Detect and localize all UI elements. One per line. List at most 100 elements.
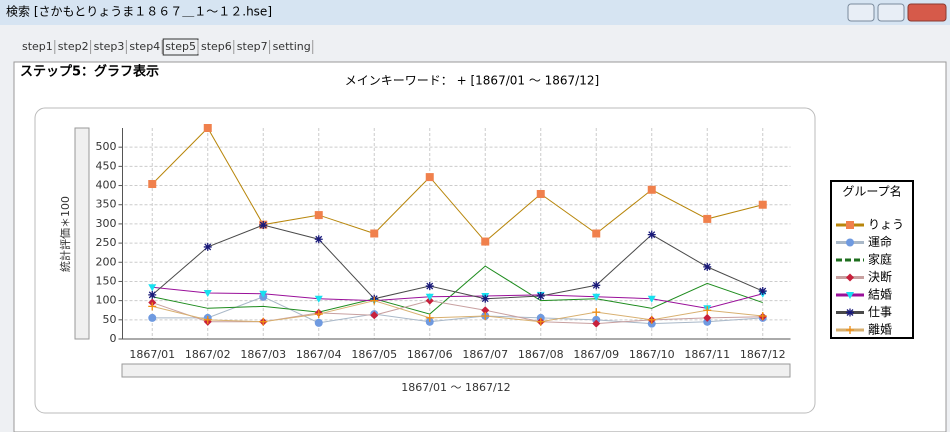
marker <box>703 306 712 315</box>
marker <box>647 185 656 194</box>
tab[interactable]: step7 <box>237 40 268 53</box>
y-axis-title: 統計評価＊100 <box>58 196 72 272</box>
y-tick-label: 0 <box>110 332 117 345</box>
legend-label: 離婚 <box>868 323 892 337</box>
legend-label: 結婚 <box>868 288 892 302</box>
marker <box>148 284 157 292</box>
legend-label: 家庭 <box>868 252 892 267</box>
marker <box>846 308 854 317</box>
marker <box>203 124 212 132</box>
marker <box>148 290 157 299</box>
x-tick-label: 1867/10 <box>629 348 675 361</box>
y-tick-label: 450 <box>96 159 117 172</box>
marker <box>703 262 712 271</box>
x-tick-label: 1867/03 <box>240 348 286 361</box>
marker <box>592 281 601 290</box>
marker <box>703 313 712 322</box>
marker <box>703 214 712 223</box>
legend-label: 仕事 <box>868 305 892 319</box>
x-tick-label: 1867/05 <box>351 348 397 361</box>
x-axis-title: 1867/01 ～ 1867/12 <box>401 381 510 394</box>
marker <box>425 293 434 301</box>
x-tick-label: 1867/11 <box>684 348 730 361</box>
x-tick-label: 1867/06 <box>407 348 453 361</box>
marker <box>647 315 656 324</box>
series-line <box>152 286 763 309</box>
marker <box>846 292 854 299</box>
series-line <box>151 127 763 243</box>
legend-label: りょう <box>868 218 904 232</box>
marker <box>370 229 379 238</box>
y-tick-label: 250 <box>96 236 117 249</box>
marker <box>481 306 490 315</box>
v-scrollbar[interactable] <box>74 127 90 340</box>
marker <box>425 313 434 322</box>
tab[interactable]: setting <box>273 40 311 53</box>
marker <box>203 315 212 324</box>
marker <box>203 289 212 297</box>
marker <box>758 311 767 320</box>
marker <box>148 302 157 311</box>
marker <box>425 173 434 182</box>
marker <box>425 282 434 291</box>
marker <box>259 317 268 326</box>
marker <box>481 311 490 320</box>
x-tick-label: 1867/07 <box>462 348 508 361</box>
x-tick-label: 1867/01 <box>129 348 175 361</box>
x-tick-label: 1867/04 <box>296 348 342 361</box>
marker <box>592 308 601 317</box>
h-scrollbar[interactable] <box>121 363 791 378</box>
marker <box>846 221 854 229</box>
marker <box>536 189 545 198</box>
y-tick-label: 400 <box>96 179 117 192</box>
tab[interactable]: step5 <box>165 40 196 53</box>
marker <box>370 296 379 305</box>
series-line <box>152 300 763 323</box>
marker <box>148 313 157 322</box>
keyword-label: メインキーワード： + [1867/01 ～ 1867/12] <box>345 74 599 88</box>
tab[interactable]: step1 <box>22 40 53 53</box>
tab[interactable]: step6 <box>201 40 232 53</box>
marker <box>314 310 323 319</box>
y-tick-label: 500 <box>96 140 117 153</box>
y-tick-label: 300 <box>96 217 117 230</box>
marker <box>536 317 545 326</box>
marker <box>148 180 157 189</box>
marker <box>314 211 323 220</box>
tab[interactable]: step2 <box>58 40 89 53</box>
legend-label: 運命 <box>868 234 892 249</box>
marker <box>370 311 379 320</box>
legend-title: グループ名 <box>842 184 901 199</box>
tab[interactable]: step3 <box>94 40 125 53</box>
tab[interactable]: step4 <box>129 40 160 53</box>
marker <box>647 230 656 239</box>
series-line <box>152 265 763 315</box>
y-tick-label: 200 <box>96 255 117 268</box>
marker <box>259 290 268 298</box>
close-button[interactable] <box>907 3 947 22</box>
x-tick-label: 1867/09 <box>573 348 619 361</box>
series-line <box>152 296 763 325</box>
y-tick-label: 150 <box>96 274 117 287</box>
marker <box>846 326 854 334</box>
title-bar <box>0 0 950 25</box>
minimize-button[interactable] <box>847 3 875 22</box>
marker <box>314 318 323 327</box>
window-title: 検索 [さかもとりょうま１８６７＿１～１２.hse] <box>6 5 272 19</box>
marker <box>203 242 212 251</box>
marker <box>536 292 545 301</box>
marker <box>592 229 601 238</box>
marker <box>846 273 854 282</box>
x-tick-label: 1867/12 <box>740 348 786 361</box>
marker <box>259 221 268 230</box>
marker <box>314 295 323 303</box>
marker <box>846 238 854 247</box>
series-line <box>151 224 763 300</box>
marker <box>758 200 767 209</box>
marker <box>314 235 323 244</box>
heading: ステップ5：グラフ表示 <box>20 64 159 80</box>
maximize-button[interactable] <box>877 3 905 22</box>
marker <box>481 294 490 303</box>
marker <box>592 319 601 328</box>
